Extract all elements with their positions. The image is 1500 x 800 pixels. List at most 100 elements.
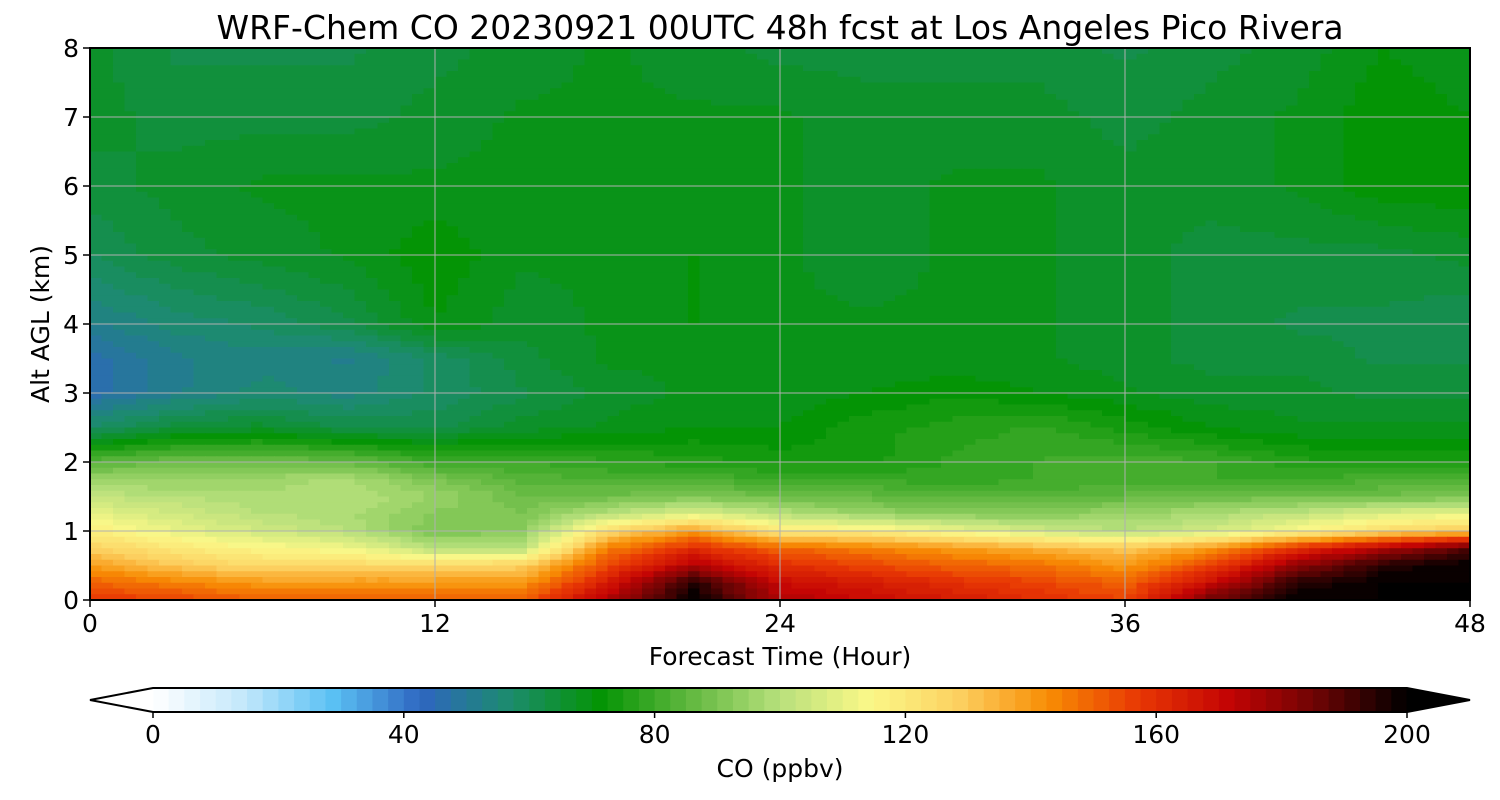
- heatmap-cell: [987, 209, 1000, 216]
- heatmap-cell: [205, 203, 218, 210]
- heatmap-cell: [1424, 157, 1437, 164]
- heatmap-cell: [711, 266, 724, 273]
- heatmap-cell: [1056, 99, 1069, 107]
- heatmap-cell: [446, 128, 459, 135]
- heatmap-cell: [446, 220, 459, 227]
- heatmap-cell: [101, 134, 114, 141]
- heatmap-cell: [584, 59, 597, 66]
- heatmap-cell: [343, 191, 356, 199]
- heatmap-cell: [136, 278, 149, 285]
- heatmap-cell: [895, 278, 908, 285]
- heatmap-cell: [412, 94, 425, 101]
- heatmap-cell: [1136, 151, 1149, 158]
- heatmap-cell: [872, 209, 885, 216]
- heatmap-cell: [446, 157, 459, 164]
- heatmap-cell: [1148, 220, 1161, 227]
- heatmap-cell: [688, 128, 701, 135]
- heatmap-cell: [515, 214, 528, 222]
- heatmap-cell: [1044, 226, 1057, 233]
- heatmap-cell: [906, 163, 919, 170]
- heatmap-cell: [1136, 255, 1149, 262]
- heatmap-cell: [1251, 168, 1264, 176]
- heatmap-cell: [1010, 163, 1023, 170]
- heatmap-cell: [998, 209, 1011, 216]
- heatmap-cell: [1228, 174, 1241, 181]
- heatmap-cell: [1435, 157, 1448, 164]
- heatmap-cell: [1136, 88, 1149, 95]
- heatmap-cell: [1194, 186, 1207, 193]
- heatmap-cell: [780, 145, 793, 153]
- heatmap-cell: [320, 122, 333, 130]
- heatmap-cell: [469, 140, 482, 147]
- heatmap-cell: [1320, 48, 1333, 55]
- heatmap-cell: [515, 76, 528, 84]
- heatmap-cell: [987, 174, 1000, 181]
- heatmap-cell: [389, 94, 402, 101]
- heatmap-cell: [1240, 122, 1253, 130]
- heatmap-cell: [481, 76, 494, 84]
- heatmap-cell: [1309, 226, 1322, 233]
- heatmap-cell: [676, 53, 689, 61]
- heatmap-cell: [1447, 71, 1460, 78]
- heatmap-cell: [872, 203, 885, 210]
- heatmap-cell: [469, 260, 482, 268]
- heatmap-cell: [619, 180, 632, 187]
- heatmap-cell: [285, 71, 298, 78]
- heatmap-cell: [757, 82, 770, 89]
- heatmap-cell: [538, 157, 551, 164]
- heatmap-cell: [124, 122, 137, 130]
- heatmap-cell: [699, 203, 712, 210]
- heatmap-cell: [803, 191, 816, 199]
- heatmap-cell: [262, 151, 275, 158]
- heatmap-cell: [182, 76, 195, 84]
- heatmap-cell: [630, 117, 643, 124]
- heatmap-cell: [1274, 151, 1287, 158]
- heatmap-cell: [446, 209, 459, 216]
- heatmap-cell: [274, 214, 287, 222]
- heatmap-cell: [688, 82, 701, 89]
- heatmap-cell: [1021, 255, 1034, 262]
- heatmap-cell: [1148, 48, 1161, 55]
- heatmap-cell: [1090, 134, 1103, 141]
- heatmap-cell: [216, 163, 229, 170]
- heatmap-cell: [1021, 76, 1034, 84]
- heatmap-cell: [1171, 105, 1184, 112]
- heatmap-cell: [1401, 260, 1414, 268]
- heatmap-cell: [1424, 71, 1437, 78]
- heatmap-cell: [1171, 232, 1184, 239]
- heatmap-cell: [1125, 209, 1138, 216]
- heatmap-cell: [734, 122, 747, 130]
- heatmap-cell: [1309, 237, 1322, 245]
- heatmap-cell: [607, 278, 620, 285]
- heatmap-cell: [446, 272, 459, 279]
- heatmap-cell: [1297, 249, 1310, 256]
- heatmap-cell: [1424, 214, 1437, 222]
- heatmap-cell: [872, 65, 885, 72]
- heatmap-cell: [320, 76, 333, 84]
- heatmap-cell: [239, 65, 252, 72]
- heatmap-cell: [1320, 140, 1333, 147]
- heatmap-cell: [458, 255, 471, 262]
- heatmap-cell: [1010, 48, 1023, 55]
- heatmap-cell: [147, 255, 160, 262]
- heatmap-cell: [1286, 191, 1299, 199]
- heatmap-cell: [1159, 53, 1172, 61]
- heatmap-cell: [400, 71, 413, 78]
- heatmap-cell: [251, 145, 264, 153]
- heatmap-cell: [1194, 99, 1207, 107]
- heatmap-cell: [1228, 214, 1241, 222]
- heatmap-cell: [757, 59, 770, 66]
- heatmap-cell: [929, 99, 942, 107]
- heatmap-cell: [1217, 191, 1230, 199]
- heatmap-cell: [1309, 134, 1322, 141]
- heatmap-cell: [1102, 260, 1115, 268]
- heatmap-cell: [837, 65, 850, 72]
- heatmap-cell: [688, 237, 701, 245]
- heatmap-cell: [515, 243, 528, 250]
- heatmap-cell: [1010, 76, 1023, 84]
- heatmap-cell: [895, 82, 908, 89]
- heatmap-cell: [1079, 174, 1092, 181]
- heatmap-cell: [665, 117, 678, 124]
- heatmap-cell: [688, 191, 701, 199]
- heatmap-cell: [573, 151, 586, 158]
